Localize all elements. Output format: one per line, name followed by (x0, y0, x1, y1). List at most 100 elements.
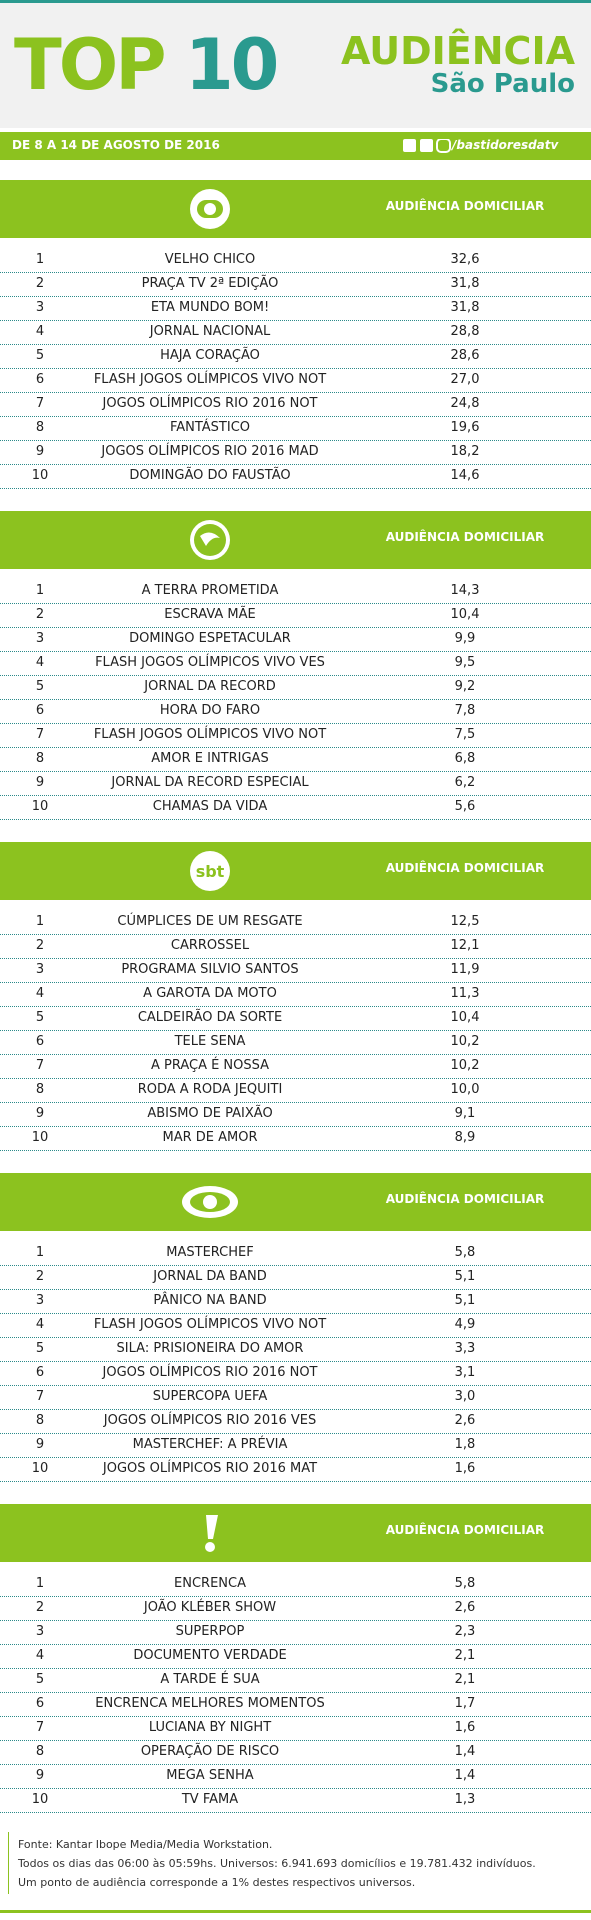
audience-value: 3,0 (454, 1389, 476, 1404)
ranking-row: 5 HAJA CORAÇÃO 28,6 (0, 344, 591, 369)
audience-value: 10,2 (450, 1034, 480, 1049)
rank: 1 (35, 914, 45, 929)
rank: 7 (35, 1058, 45, 1073)
program-name: OPERAÇÃO DE RISCO (140, 1744, 280, 1759)
ranking-row: 7 FLASH JOGOS OLÍMPICOS VIVO NOT 7,5 (0, 723, 591, 748)
program-name: JORNAL DA RECORD (144, 679, 276, 694)
logo-text: sbt (196, 862, 225, 881)
audience-value: 5,6 (454, 799, 476, 814)
ranking-row: 9 MASTERCHEF: A PRÉVIA 1,8 (0, 1433, 591, 1458)
rank: 2 (35, 276, 45, 291)
program-name: SUPERCOPA UEFA (152, 1389, 268, 1404)
section-band: AUDIÊNCIA DOMICILIAR (0, 180, 591, 238)
rank: 9 (35, 444, 45, 459)
audience-value: 2,6 (454, 1600, 476, 1615)
program-name: FLASH JOGOS OLÍMPICOS VIVO NOT (93, 372, 327, 387)
ranking-row: 4 A GAROTA DA MOTO 11,3 (0, 982, 591, 1007)
title-top: TOP (14, 24, 167, 106)
rank: 10 (31, 1461, 49, 1476)
ranking-row: 6 JOGOS OLÍMPICOS RIO 2016 NOT 3,1 (0, 1361, 591, 1386)
rank: 9 (35, 1106, 45, 1121)
ranking-row: 10 JOGOS OLÍMPICOS RIO 2016 MAT 1,6 (0, 1457, 591, 1482)
program-name: JOGOS OLÍMPICOS RIO 2016 NOT (102, 1365, 318, 1380)
title: TOP 10 (14, 24, 279, 106)
ranking-row: 3 SUPERPOP 2,3 (0, 1620, 591, 1645)
audience-value: 10,2 (450, 1058, 480, 1073)
program-name: JOGOS OLÍMPICOS RIO 2016 MAT (102, 1461, 318, 1476)
ranking-row: 2 PRAÇA TV 2ª EDIÇÃO 31,8 (0, 272, 591, 297)
audience-value: 9,5 (454, 655, 476, 670)
rank: 6 (35, 1365, 45, 1380)
ranking-row: 4 DOCUMENTO VERDADE 2,1 (0, 1644, 591, 1669)
program-name: SUPERPOP (175, 1624, 245, 1639)
ranking-row: 2 CARROSSEL 12,1 (0, 934, 591, 959)
ranking-row: 7 LUCIANA BY NIGHT 1,6 (0, 1716, 591, 1741)
bottom-line (0, 1910, 591, 1913)
ranking-row: 5 A TARDE É SUA 2,1 (0, 1668, 591, 1693)
audience-value: 1,8 (454, 1437, 476, 1452)
social-icons (403, 139, 451, 153)
audience-value: 10,4 (450, 1010, 480, 1025)
program-name: ENCRENCA (174, 1576, 246, 1591)
audience-value: 31,8 (450, 276, 480, 291)
rank: 7 (35, 396, 45, 411)
rank: 4 (35, 655, 45, 670)
program-name: PRAÇA TV 2ª EDIÇÃO (141, 276, 279, 291)
rank: 6 (35, 703, 45, 718)
audience-value: 8,9 (454, 1130, 476, 1145)
network-logo (190, 520, 230, 560)
audience-value: 5,8 (454, 1245, 476, 1260)
audience-value: 10,0 (450, 1082, 480, 1097)
audience-value: 6,8 (454, 751, 476, 766)
rank: 3 (35, 962, 45, 977)
ranking-row: 1 A TERRA PROMETIDA 14,3 (0, 579, 591, 604)
program-name: ETA MUNDO BOM! (150, 300, 270, 315)
network-logo (182, 1186, 238, 1218)
ranking-row: 5 JORNAL DA RECORD 9,2 (0, 675, 591, 700)
header: TOP 10 AUDIÊNCIA São Paulo (0, 3, 591, 128)
program-name: CHAMAS DA VIDA (152, 799, 268, 814)
program-name: DOMINGÃO DO FAUSTÃO (129, 468, 291, 483)
column-label: AUDIÊNCIA DOMICILIAR (385, 1192, 545, 1206)
audience-value: 6,2 (454, 775, 476, 790)
audience-value: 4,9 (454, 1317, 476, 1332)
program-name: DOCUMENTO VERDADE (133, 1648, 287, 1663)
program-name: A PRAÇA É NOSSA (150, 1058, 270, 1073)
rank: 3 (35, 1624, 45, 1639)
audience-value: 3,3 (454, 1341, 476, 1356)
rank: 10 (31, 1130, 49, 1145)
rank: 10 (31, 799, 49, 814)
program-name: CARROSSEL (170, 938, 250, 953)
audience-value: 9,2 (454, 679, 476, 694)
audience-value: 14,3 (450, 583, 480, 598)
column-label: AUDIÊNCIA DOMICILIAR (385, 861, 545, 875)
program-name: ENCRENCA MELHORES MOMENTOS (95, 1696, 325, 1711)
program-name: MAR DE AMOR (162, 1130, 258, 1145)
rank: 7 (35, 727, 45, 742)
audience-value: 2,3 (454, 1624, 476, 1639)
program-name: CÚMPLICES DE UM RESGATE (117, 914, 303, 929)
subtitle: AUDIÊNCIA (341, 29, 575, 73)
program-name: PROGRAMA SILVIO SANTOS (121, 962, 299, 977)
rank: 7 (35, 1720, 45, 1735)
ranking-row: 3 DOMINGO ESPETACULAR 9,9 (0, 627, 591, 652)
audience-value: 1,4 (454, 1744, 476, 1759)
ranking-row: 2 JOÃO KLÉBER SHOW 2,6 (0, 1596, 591, 1621)
ranking-row: 8 AMOR E INTRIGAS 6,8 (0, 747, 591, 772)
rank: 2 (35, 607, 45, 622)
network-logo (190, 189, 230, 229)
ranking-row: 4 FLASH JOGOS OLÍMPICOS VIVO VES 9,5 (0, 651, 591, 676)
ranking-row: 10 MAR DE AMOR 8,9 (0, 1126, 591, 1151)
network-logo: sbt (190, 851, 230, 891)
audience-value: 9,1 (454, 1106, 476, 1121)
audience-value: 1,4 (454, 1768, 476, 1783)
audience-value: 24,8 (450, 396, 480, 411)
audience-value: 2,1 (454, 1672, 476, 1687)
ranking-row: 5 CALDEIRÃO DA SORTE 10,4 (0, 1006, 591, 1031)
ranking-row: 2 JORNAL DA BAND 5,1 (0, 1265, 591, 1290)
section-band: sbt AUDIÊNCIA DOMICILIAR (0, 842, 591, 900)
rank: 5 (35, 348, 45, 363)
region: São Paulo (430, 69, 575, 99)
ranking-row: 8 FANTÁSTICO 19,6 (0, 416, 591, 441)
ranking-row: 5 SILA: PRISIONEIRA DO AMOR 3,3 (0, 1337, 591, 1362)
